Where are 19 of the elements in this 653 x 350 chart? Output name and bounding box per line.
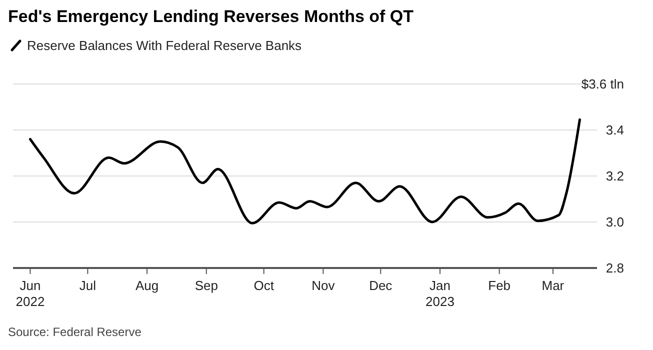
source-note: Source: Federal Reserve [8,325,142,339]
x-tick-label: Sep [194,278,218,293]
x-tick-label: Aug [135,278,159,293]
chart-title: Fed's Emergency Lending Reverses Months of QT [8,7,414,26]
x-tick-label: Jun 2022 [16,278,45,309]
x-tick-label: Dec [369,278,393,293]
x-tick-label: Oct [254,278,274,293]
y-tick-label: 2.8 [606,260,624,276]
x-tick-label: Feb [488,278,511,293]
y-tick-label: 3.4 [606,122,624,138]
y-tick-label: 3.0 [606,214,624,230]
x-tick-label: Mar [542,278,565,293]
y-tick-label: 3.2 [606,168,624,184]
x-tick-label: Jul [79,278,96,293]
y-tick-label: $3.6 tln [581,76,624,92]
x-tick-label: Jan 2023 [426,278,454,309]
line-series [28,118,582,224]
legend-label: Reserve Balances With Federal Reserve Banks [27,38,302,53]
x-tick-label: Nov [312,278,336,293]
